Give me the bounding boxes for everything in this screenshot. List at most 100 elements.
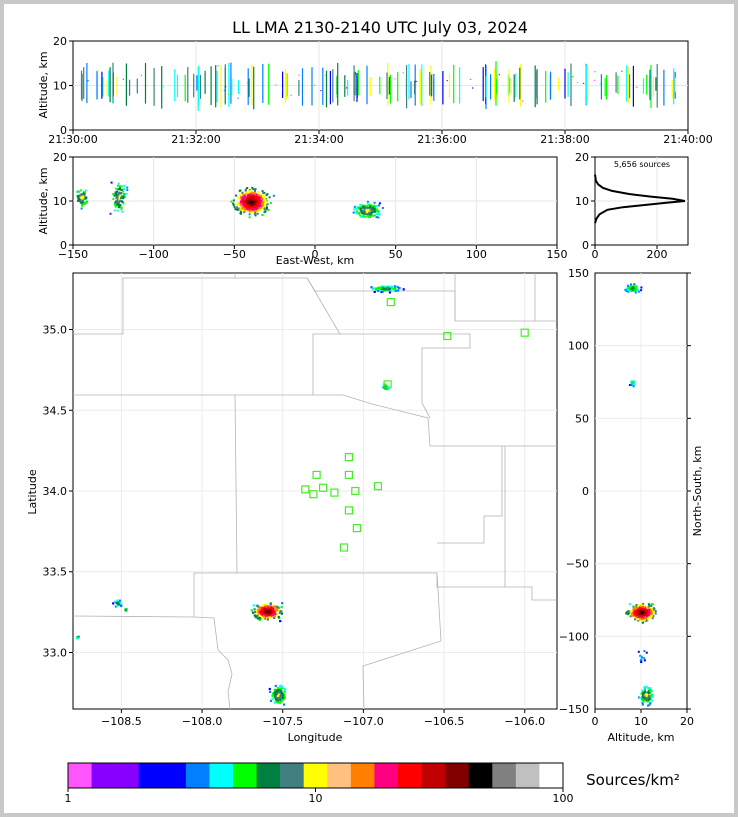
source-point <box>645 608 648 611</box>
source-point <box>631 382 634 385</box>
source-point <box>649 696 652 699</box>
source-point <box>376 213 379 216</box>
source-point <box>257 202 260 205</box>
source-point <box>643 611 646 614</box>
source-point <box>244 188 247 191</box>
source-point <box>640 615 643 617</box>
source-point <box>257 196 260 199</box>
source-point <box>643 697 646 700</box>
source-point <box>383 285 386 288</box>
source-point <box>629 384 631 386</box>
source-point <box>240 209 243 211</box>
source-point <box>631 287 634 290</box>
source-point <box>359 203 362 206</box>
source-point <box>280 690 283 693</box>
source-point <box>650 693 653 696</box>
source-point <box>122 190 125 193</box>
source-point <box>647 687 650 689</box>
source-point <box>273 614 276 617</box>
source-point <box>266 606 269 609</box>
source-point <box>85 197 88 200</box>
source-point <box>262 608 265 611</box>
colorbar-cell <box>303 763 328 788</box>
source-point <box>643 618 646 621</box>
source-point <box>84 191 86 194</box>
colorbar-cell <box>185 763 210 788</box>
source-point <box>242 204 245 207</box>
plan-view-panel: −108.5 −108.0 −107.5 −107.0 −106.5 −106.0 33.0… <box>26 272 558 744</box>
source-point <box>243 211 246 214</box>
source-point <box>275 696 278 699</box>
source-point <box>378 202 381 205</box>
source-point <box>320 90 322 92</box>
source-point <box>243 208 246 211</box>
source-point <box>254 188 257 191</box>
source-point <box>642 609 645 612</box>
source-point <box>647 704 649 707</box>
source-point <box>633 380 635 383</box>
source-point <box>634 609 637 612</box>
source-point <box>640 289 643 292</box>
source-point <box>269 603 272 606</box>
source-point <box>283 690 286 693</box>
source-point <box>251 611 255 614</box>
source-point <box>246 200 249 203</box>
source-point <box>279 610 282 613</box>
source-point <box>650 603 653 606</box>
source-point <box>647 614 650 617</box>
source-point <box>641 702 644 705</box>
source-point <box>265 605 268 608</box>
source-point <box>235 194 238 197</box>
source-point <box>381 385 384 389</box>
source-point <box>647 690 650 693</box>
source-point <box>279 694 282 697</box>
source-point <box>120 206 123 209</box>
source-point <box>645 651 648 654</box>
colorbar: 1 10 100 Sources/km² <box>65 762 680 805</box>
source-point <box>114 209 117 212</box>
source-point <box>643 659 646 662</box>
source-point <box>631 612 633 615</box>
source-point <box>369 208 372 211</box>
source-point <box>271 611 275 615</box>
source-point <box>645 618 648 621</box>
source-point <box>645 612 647 615</box>
source-point <box>626 290 629 293</box>
source-point <box>369 204 372 207</box>
source-point <box>228 93 230 95</box>
source-point <box>254 207 257 210</box>
source-point <box>643 692 646 694</box>
x-tick-label: −150 <box>58 248 88 261</box>
station-marker <box>339 543 349 552</box>
source-point <box>117 203 120 206</box>
source-point <box>258 201 261 203</box>
source-point <box>256 206 259 209</box>
source-point <box>377 211 380 214</box>
source-point <box>651 695 654 698</box>
source-point <box>642 608 645 610</box>
source-point <box>243 204 246 207</box>
source-point <box>246 191 249 194</box>
source-point <box>355 88 357 90</box>
source-point <box>633 283 636 286</box>
source-point <box>279 620 282 623</box>
source-point <box>252 197 255 200</box>
source-point <box>243 207 246 210</box>
source-point <box>625 288 628 291</box>
source-point <box>112 602 115 605</box>
source-point <box>256 614 259 617</box>
source-point <box>367 210 370 213</box>
source-point <box>232 202 235 205</box>
source-point <box>248 216 251 219</box>
colorbar-cell <box>233 763 257 788</box>
source-point <box>640 612 643 615</box>
source-point <box>239 207 242 210</box>
source-point <box>126 189 129 192</box>
source-point <box>279 687 282 690</box>
source-point <box>244 199 247 202</box>
source-point <box>413 84 415 87</box>
source-point <box>79 189 82 192</box>
north-south-ylabel: North-South, km <box>691 446 704 537</box>
source-point <box>649 689 652 691</box>
